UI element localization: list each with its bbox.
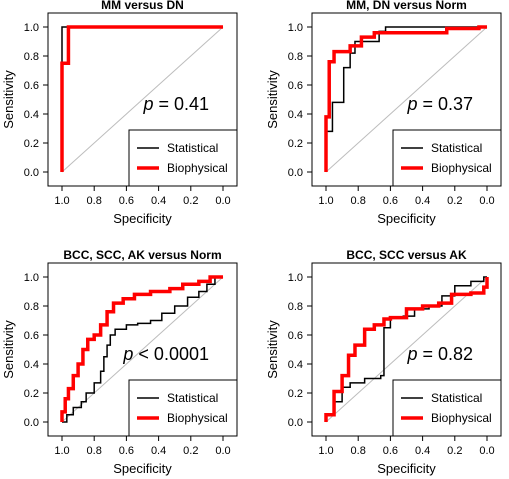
legend-box — [128, 379, 238, 437]
x-tick-label: 1.0 — [318, 445, 333, 457]
y-tick-label: 0.0 — [288, 167, 303, 179]
y-tick-label: 0.4 — [24, 359, 39, 371]
roc-panel-mm-dn-norm: MM, DN versus Norm 1.0 0.8 0.6 0.4 0.2 0.0 0.0 0… — [265, 0, 502, 226]
diagonal-reference-line — [325, 26, 488, 173]
x-tick-label: 0.2 — [447, 445, 462, 457]
x-tick-label: 0.0 — [215, 445, 230, 457]
x-tick-label: 0.6 — [383, 445, 398, 457]
y-axis-label: Sensitivity — [265, 70, 280, 129]
legend-label-statistical: Statistical — [167, 141, 218, 155]
panel-title: MM versus DN — [101, 0, 184, 12]
y-tick-label: 0.0 — [288, 417, 303, 429]
x-tick-label: 0.6 — [119, 195, 134, 207]
diagonal-reference-line — [325, 276, 488, 423]
x-tick-label: 0.4 — [415, 195, 430, 207]
x-tick-label: 1.0 — [318, 195, 333, 207]
panel-title: MM, DN versus Norm — [346, 0, 467, 12]
roc-panel-bcc-scc-ak: BCC, SCC versus AK 1.0 0.8 0.6 0.4 0.2 0.0 0.0 0… — [265, 248, 502, 476]
y-axis-label: Sensitivity — [1, 70, 16, 129]
y-axis-label: Sensitivity — [265, 320, 280, 379]
legend-label-statistical: Statistical — [431, 391, 482, 405]
y-tick-label: 0.8 — [24, 301, 39, 313]
y-tick-label: 0.2 — [288, 388, 303, 400]
y-tick-label: 0.6 — [288, 330, 303, 342]
x-tick-label: 0.8 — [351, 445, 366, 457]
x-tick-label: 0.4 — [151, 195, 166, 207]
p-value-annotation: p < 0.0001 — [122, 344, 209, 364]
legend: Statistical Biophysical — [128, 129, 238, 187]
x-axis-label: Specificity — [113, 461, 172, 476]
diagonal-reference-line — [61, 276, 224, 423]
x-tick-label: 0.4 — [415, 445, 430, 457]
x-tick-label: 0.2 — [183, 195, 198, 207]
legend: Statistical Biophysical — [128, 379, 238, 437]
x-axis-label: Specificity — [377, 211, 436, 226]
x-tick-label: 0.2 — [447, 195, 462, 207]
y-tick-label: 0.8 — [288, 51, 303, 63]
y-tick-label: 1.0 — [24, 272, 39, 284]
panel-title: BCC, SCC, AK versus Norm — [63, 248, 221, 262]
y-tick-label: 0.4 — [288, 359, 303, 371]
x-axis-label: Specificity — [377, 461, 436, 476]
roc-line-biophysical — [324, 25, 487, 172]
x-axis-label: Specificity — [113, 211, 172, 226]
y-tick-label: 0.6 — [24, 80, 39, 92]
legend-label-biophysical: Biophysical — [167, 411, 228, 425]
diagonal-reference-line — [61, 26, 224, 173]
x-tick-label: 0.2 — [183, 445, 198, 457]
y-tick-label: 0.6 — [288, 80, 303, 92]
legend-label-statistical: Statistical — [431, 141, 482, 155]
x-tick-label: 0.8 — [351, 195, 366, 207]
y-tick-label: 1.0 — [288, 272, 303, 284]
legend-label-biophysical: Biophysical — [431, 411, 492, 425]
legend: Statistical Biophysical — [392, 129, 502, 187]
legend-label-statistical: Statistical — [167, 391, 218, 405]
x-tick-label: 0.6 — [119, 445, 134, 457]
roc-line-biophysical — [60, 25, 223, 172]
y-tick-label: 0.2 — [24, 138, 39, 150]
y-tick-label: 0.2 — [288, 138, 303, 150]
x-tick-label: 0.8 — [87, 445, 102, 457]
y-tick-label: 0.6 — [24, 330, 39, 342]
legend-label-biophysical: Biophysical — [431, 161, 492, 175]
legend-box — [392, 129, 502, 187]
p-value-annotation: p = 0.37 — [406, 94, 473, 114]
y-tick-label: 0.0 — [24, 417, 39, 429]
y-tick-label: 1.0 — [288, 22, 303, 34]
panel-title: BCC, SCC versus AK — [346, 248, 467, 262]
roc-line-biophysical — [324, 277, 489, 422]
y-tick-label: 0.8 — [24, 51, 39, 63]
legend-box — [392, 379, 502, 437]
p-value-annotation: p = 0.41 — [142, 94, 209, 114]
roc-panel-mm-dn: MM versus DN 1.0 0.8 0.6 0.4 0.2 0.0 0.0 0.2 0.4 0… — [1, 0, 238, 226]
legend-label-biophysical: Biophysical — [167, 161, 228, 175]
p-value-annotation: p = 0.82 — [406, 344, 473, 364]
x-tick-label: 0.6 — [383, 195, 398, 207]
y-tick-label: 0.0 — [24, 167, 39, 179]
y-axis-label: Sensitivity — [1, 320, 16, 379]
x-tick-label: 0.4 — [151, 445, 166, 457]
y-tick-label: 1.0 — [24, 22, 39, 34]
roc-panel-bcc-scc-ak-norm: BCC, SCC, AK versus Norm 1.0 0.8 0.6 0.4 0.2 0… — [1, 248, 238, 476]
x-tick-label: 0.0 — [479, 445, 494, 457]
y-tick-label: 0.8 — [288, 301, 303, 313]
legend-box — [128, 129, 238, 187]
roc-line-biophysical — [60, 275, 223, 422]
y-tick-label: 0.4 — [24, 109, 39, 121]
legend: Statistical Biophysical — [392, 379, 502, 437]
x-tick-label: 1.0 — [54, 445, 69, 457]
roc-line-statistical — [62, 276, 223, 423]
y-tick-label: 0.2 — [24, 388, 39, 400]
x-tick-label: 0.0 — [215, 195, 230, 207]
y-tick-label: 0.4 — [288, 109, 303, 121]
x-tick-label: 0.0 — [479, 195, 494, 207]
x-tick-label: 0.8 — [87, 195, 102, 207]
x-tick-label: 1.0 — [54, 195, 69, 207]
